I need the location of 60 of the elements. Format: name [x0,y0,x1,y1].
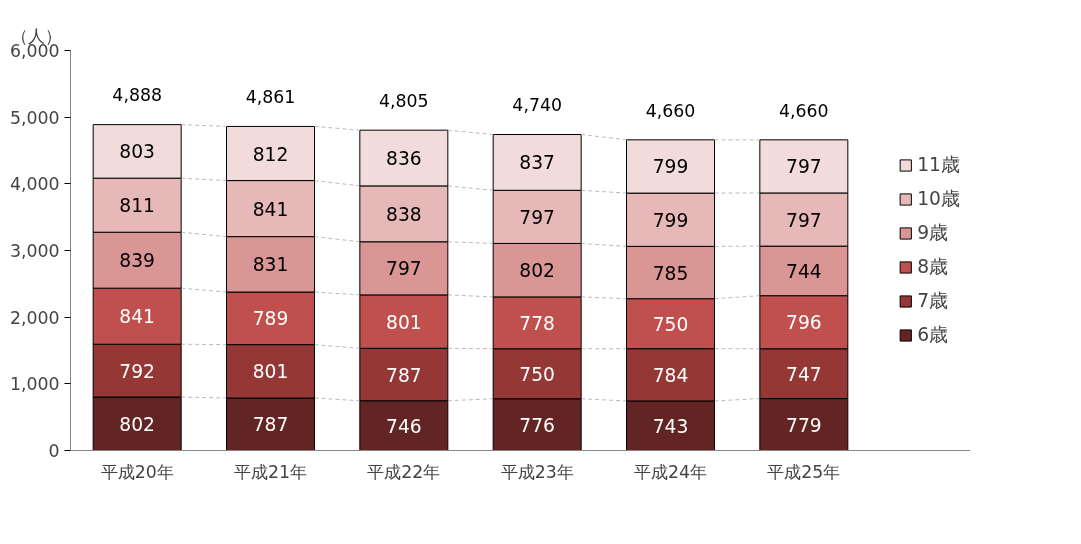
legend-label: 9歳 [917,221,949,245]
data-label: 796 [786,312,822,334]
data-label: 799 [652,156,689,178]
data-label: 750 [519,363,555,385]
data-label: 776 [519,414,555,436]
legend-label: 6歳 [917,323,949,347]
data-label: 785 [652,262,689,284]
data-label: 841 [119,306,155,328]
data-label: 746 [386,415,422,437]
data-label: 787 [386,364,422,386]
data-label: 811 [119,195,155,217]
x-tick-label: 平成22年 [367,461,441,482]
data-label: 837 [519,152,555,174]
legend-label: 10歳 [917,187,960,211]
total-label: 4,660 [645,100,696,121]
data-label: 812 [252,143,289,165]
data-label: 801 [386,311,422,333]
data-label: 803 [119,141,155,163]
data-label: 838 [386,203,422,225]
data-label: 750 [652,313,689,335]
data-label: 787 [252,414,289,436]
data-label: 743 [652,415,689,437]
data-label: 831 [252,254,289,276]
y-tick-label: 3,000 [9,241,60,261]
x-tick-label: 平成20年 [100,461,174,482]
data-label: 747 [786,363,822,385]
data-label: 792 [119,360,155,382]
data-label: 839 [119,250,155,272]
data-label: 801 [252,361,289,383]
x-tick-label: 平成21年 [233,461,308,482]
data-label: 836 [386,148,422,170]
total-label: 4,861 [245,87,296,108]
legend-label: 7歳 [917,289,949,313]
total-label: 4,805 [379,90,429,111]
legend-label: 11歳 [917,153,960,177]
total-label: 4,660 [779,100,829,121]
data-label: 778 [519,312,555,334]
x-tick-label: 平成23年 [500,461,574,482]
data-label: 789 [252,308,289,330]
data-label: 797 [786,209,822,231]
data-label: 841 [252,198,289,220]
data-label: 784 [652,364,689,386]
data-label: 802 [119,413,155,435]
data-label: 744 [786,260,822,282]
x-tick-label: 平成25年 [767,461,841,482]
y-tick-label: 0 [48,441,60,461]
y-tick-label: 2,000 [9,307,60,328]
x-tick-label: 平成24年 [633,461,708,482]
total-label: 4,740 [512,95,562,116]
data-label: 797 [519,206,555,228]
y-tick-label: 1,000 [9,374,60,395]
y-tick-label: 4,000 [9,174,60,195]
total-label: 4,888 [112,85,162,106]
y-tick-label: 5,000 [9,107,60,128]
data-label: 779 [786,414,822,436]
data-label: 799 [652,209,689,231]
legend-label: 8歳 [917,255,949,279]
data-label: 802 [519,260,555,282]
data-label: 797 [386,258,422,280]
data-label: 797 [786,156,822,178]
